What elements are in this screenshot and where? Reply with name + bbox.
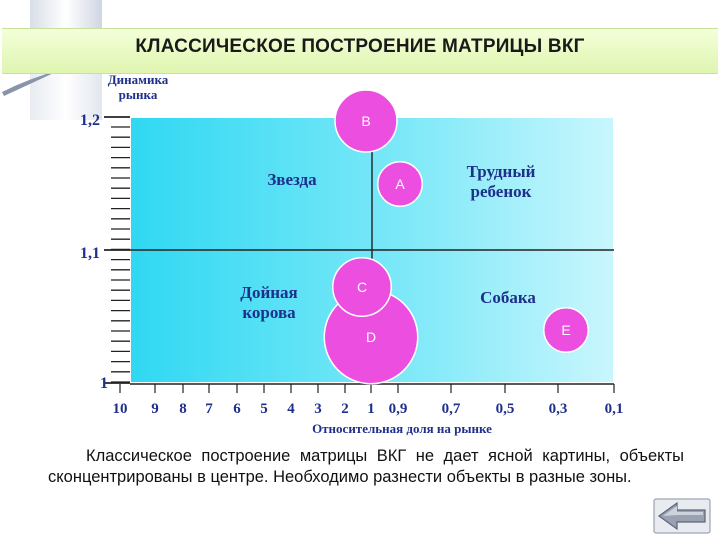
point-e bbox=[543, 307, 589, 353]
point-a bbox=[377, 161, 423, 207]
y-tick-label: 1,2 bbox=[80, 112, 100, 129]
title-band bbox=[2, 28, 718, 74]
x-tick-label: 9 bbox=[151, 401, 159, 417]
x-tick-label: 4 bbox=[287, 401, 295, 417]
back-button[interactable] bbox=[653, 498, 711, 534]
point-label: E bbox=[561, 322, 570, 338]
quadrant-label-dog: Собака bbox=[480, 288, 536, 307]
x-tick-label: 7 bbox=[205, 401, 213, 417]
quadrant-label-star: Звезда bbox=[267, 170, 317, 189]
left-stripe-lower bbox=[30, 72, 102, 120]
caption-text: Классическое построение матрицы ВКГ не д… bbox=[48, 447, 684, 486]
point-label: B bbox=[361, 113, 370, 129]
point-b bbox=[334, 89, 398, 153]
x-tick-label: 5 bbox=[260, 401, 268, 417]
quadrant-label-question: Трудный bbox=[467, 162, 536, 181]
x-tick-label: 0,3 bbox=[549, 401, 568, 417]
left-stripe bbox=[30, 0, 102, 30]
quadrant-label-question: ребенок bbox=[471, 182, 532, 201]
x-tick-label: 1 bbox=[367, 401, 375, 417]
y-axis-title: Динамика bbox=[108, 72, 169, 87]
x-tick-label: 10 bbox=[113, 401, 128, 417]
point-c bbox=[332, 257, 392, 317]
x-axis-title: Относительная доля на рынке bbox=[312, 421, 492, 436]
x-tick-label: 2 bbox=[341, 401, 349, 417]
x-tick-label: 0,7 bbox=[442, 401, 461, 417]
y-tick-label: 1 bbox=[100, 375, 108, 392]
y-tick-label: 1,1 bbox=[80, 245, 100, 262]
x-tick-label: 3 bbox=[314, 401, 322, 417]
point-label: D bbox=[366, 329, 376, 345]
y-axis-title: рынка bbox=[119, 87, 158, 102]
back-arrow-icon bbox=[657, 501, 706, 531]
x-tick-label: 6 bbox=[233, 401, 241, 417]
quadrant-label-cow: корова bbox=[242, 303, 296, 322]
swoosh bbox=[2, 70, 60, 96]
x-tick-label: 0,9 bbox=[389, 401, 408, 417]
point-label: C bbox=[357, 279, 367, 295]
x-tick-label: 0,1 bbox=[605, 401, 624, 417]
point-label: A bbox=[395, 176, 405, 192]
x-tick-label: 8 bbox=[179, 401, 187, 417]
x-tick-label: 0,5 bbox=[496, 401, 515, 417]
quadrant-label-cow: Дойная bbox=[240, 283, 297, 302]
slide-title: КЛАССИЧЕСКОЕ ПОСТРОЕНИЕ МАТРИЦЫ ВКГ bbox=[135, 36, 585, 57]
